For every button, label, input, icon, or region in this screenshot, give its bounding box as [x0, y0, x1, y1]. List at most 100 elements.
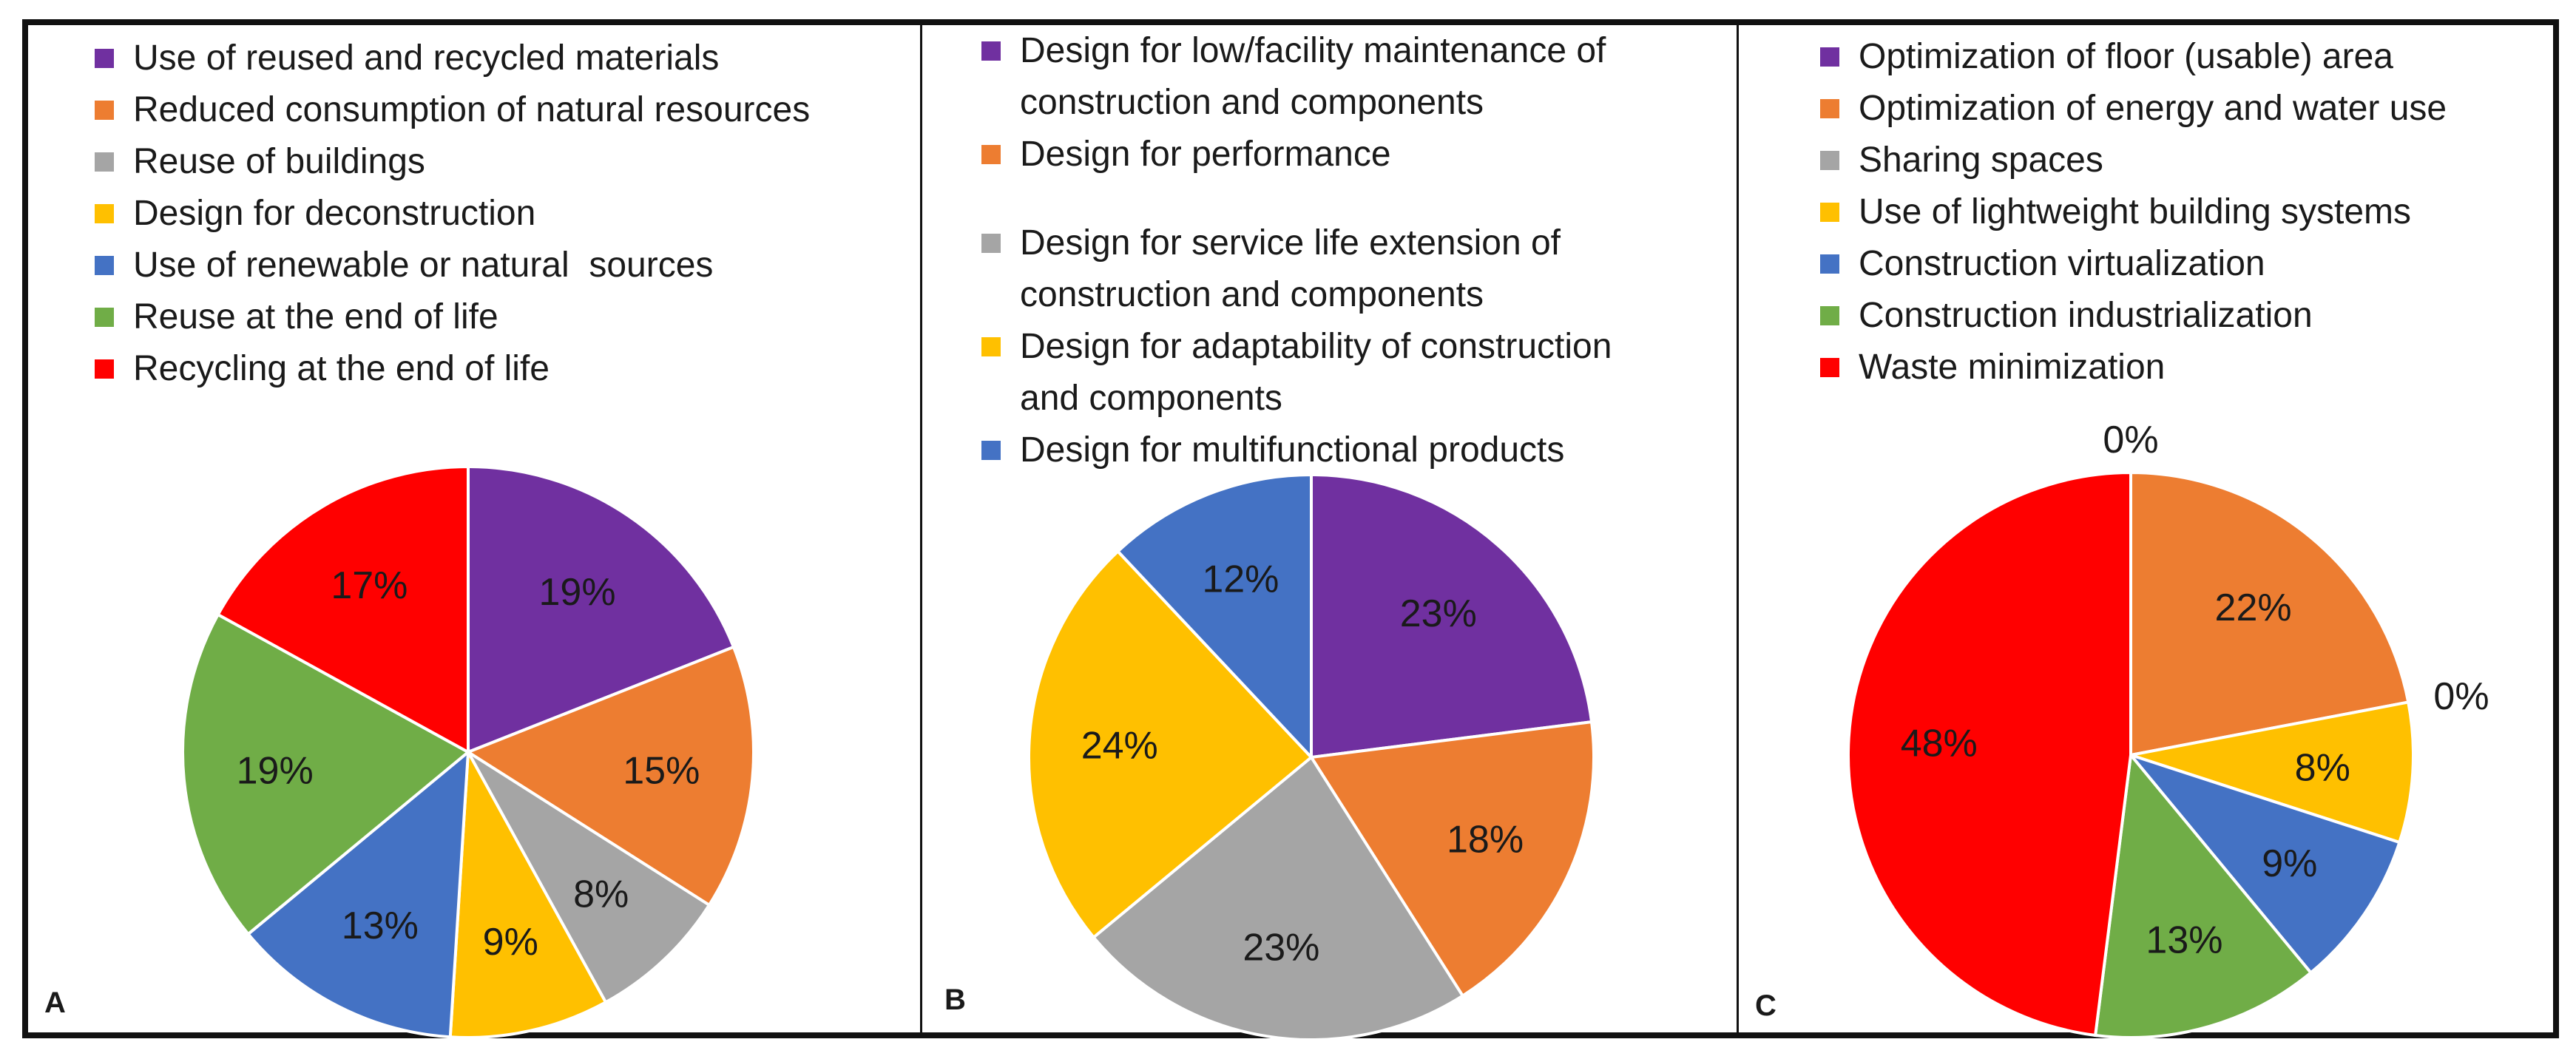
- legend-swatch: [981, 234, 1001, 253]
- legend-c-item: Construction industrialization: [1820, 290, 2447, 342]
- pie-slice-b-4: [1115, 473, 1313, 762]
- legend-c-item: Optimization of energy and water use: [1820, 83, 2447, 135]
- legend-b-item: Design for low/facility maintenance of co…: [981, 25, 1612, 129]
- pie-data-label-c-0: 0%: [2103, 419, 2158, 461]
- legend-swatch: [95, 256, 114, 275]
- legend-label: Recycling at the end of life: [133, 349, 550, 388]
- legend-c-item: Optimization of floor (usable) area: [1820, 31, 2447, 83]
- legend-swatch: [1820, 99, 1839, 118]
- legend-c: Optimization of floor (usable) area Opti…: [1820, 31, 2447, 393]
- pie-slice-b-2: [1091, 755, 1465, 1041]
- legend-label: Design for deconstruction: [133, 194, 536, 233]
- legend-label: Reuse of buildings: [133, 142, 425, 181]
- legend-label: Reduced consumption of natural resources: [133, 90, 811, 129]
- pie-slice-c-5: [2093, 751, 2313, 1040]
- legend-label-line2: construction and components: [1020, 275, 1484, 314]
- legend-label: Construction industrialization: [1859, 296, 2313, 335]
- panel-a: Use of reused and recycled materials Red…: [28, 25, 920, 1039]
- legend-label-line2: construction and components: [1020, 83, 1484, 122]
- pie-data-label-a-2: 8%: [573, 873, 629, 916]
- legend-label: Use of lightweight building systems: [1859, 192, 2412, 231]
- legend-swatch: [981, 41, 1001, 61]
- legend-c-item: Construction virtualization: [1820, 238, 2447, 290]
- panel-letter-c: C: [1755, 989, 1777, 1022]
- pie-data-label-a-6: 17%: [331, 564, 408, 607]
- pie-slice-c-1: [2129, 470, 2410, 757]
- legend-swatch: [95, 49, 114, 68]
- panel-divider-bc: [1737, 19, 1739, 1038]
- pie-data-label-b-2: 23%: [1243, 927, 1319, 970]
- legend-swatch: [95, 152, 114, 172]
- legend-a-item: Reduced consumption of natural resources: [95, 84, 810, 136]
- pie-data-label-c-4: 9%: [2262, 842, 2317, 885]
- panel-letter-a: A: [44, 987, 66, 1019]
- legend-c-item: Waste minimization: [1820, 342, 2447, 393]
- pie-slice-a-2: [467, 751, 711, 1004]
- legend-label: Sharing spaces: [1859, 141, 2103, 180]
- legend-swatch: [95, 359, 114, 379]
- pie-data-label-b-0: 23%: [1400, 592, 1477, 635]
- legend-label: Construction virtualization: [1859, 244, 2265, 283]
- legend-label-line2: and components: [1020, 379, 1282, 418]
- legend-a-item: Design for deconstruction: [95, 188, 810, 240]
- pie-slice-b-1: [1308, 720, 1595, 998]
- legend-b-item: Design for multifunctional products: [981, 424, 1612, 476]
- pie-data-label-a-5: 19%: [237, 750, 314, 793]
- pie-slice-a-3: [448, 747, 608, 1039]
- legend-b-item: Design for service life extension of cons…: [981, 217, 1612, 321]
- pie-slice-b-3: [1027, 549, 1314, 940]
- legend-label: Design for adaptability of construction: [1020, 327, 1612, 366]
- legend-swatch: [95, 204, 114, 223]
- legend-label: Design for multifunctional products: [1020, 430, 1565, 470]
- pie-slice-c-4: [2126, 751, 2401, 975]
- pie-slice-a-6: [216, 464, 470, 755]
- pie-chart-c: 0% 22% 0% 8% 9% 13% 48%: [1846, 419, 2489, 1040]
- legend-swatch: [981, 145, 1001, 164]
- legend-label: Waste minimization: [1859, 348, 2166, 387]
- legend-swatch: [1820, 47, 1839, 67]
- legend-swatch: [1820, 358, 1839, 377]
- pie-data-label-c-2: 0%: [2433, 675, 2489, 718]
- legend-label: Design for low/facility maintenance of: [1020, 31, 1606, 70]
- legend-c-item: Sharing spaces: [1820, 135, 2447, 186]
- legend-a-item: Use of reused and recycled materials: [95, 33, 810, 84]
- legend-a-item: Use of renewable or natural sources: [95, 240, 810, 291]
- legend-swatch: [981, 337, 1001, 356]
- panel-letter-b: B: [944, 984, 966, 1016]
- pie-data-label-c-5: 13%: [2146, 918, 2222, 961]
- pie-slice-c-3: [2130, 700, 2415, 845]
- pie-data-label-c-6: 48%: [1901, 723, 1978, 765]
- pie-chart-b: 23% 18% 23% 24% 12%: [1027, 473, 1595, 1041]
- pie-slice-a-5: [181, 612, 471, 936]
- pie-data-label-a-0: 19%: [538, 571, 615, 614]
- panel-b: Design for low/facility maintenance of co…: [922, 25, 1737, 1041]
- pie-data-label-a-4: 13%: [342, 904, 419, 947]
- pie-data-label-c-1: 22%: [2215, 586, 2292, 629]
- pie-slice-b-0: [1310, 473, 1594, 759]
- pie-data-label-a-1: 15%: [623, 750, 700, 793]
- legend-b-item: Design for adaptability of construction a…: [981, 321, 1612, 424]
- legend-c-item: Use of lightweight building systems: [1820, 186, 2447, 238]
- legend-swatch: [1820, 203, 1839, 222]
- legend-label: Design for performance: [1020, 135, 1391, 174]
- pie-data-label-b-1: 18%: [1447, 819, 1524, 862]
- legend-swatch: [95, 308, 114, 327]
- legend-swatch: [95, 101, 114, 120]
- pie-data-label-c-3: 8%: [2295, 746, 2350, 789]
- panel-divider-ab: [920, 19, 922, 1038]
- pie-data-label-b-3: 24%: [1081, 725, 1158, 768]
- pie-chart-a: 19% 15% 8% 9% 13% 19% 17%: [181, 464, 755, 1039]
- pie-slice-c-6: [1846, 470, 2132, 1038]
- legend-b: Design for low/facility maintenance of co…: [981, 25, 1612, 476]
- legend-swatch: [981, 441, 1001, 460]
- legend-swatch: [1820, 151, 1839, 170]
- legend-a-item: Recycling at the end of life: [95, 343, 810, 395]
- pie-slice-a-0: [467, 464, 736, 754]
- legend-a-item: Reuse at the end of life: [95, 291, 810, 343]
- legend-label: Use of renewable or natural sources: [133, 246, 714, 285]
- pie-data-label-a-3: 9%: [483, 921, 538, 964]
- pie-slice-a-1: [464, 645, 755, 907]
- legend-swatch: [1820, 306, 1839, 325]
- legend-label: Optimization of energy and water use: [1859, 89, 2447, 128]
- legend-label: Optimization of floor (usable) area: [1859, 37, 2393, 76]
